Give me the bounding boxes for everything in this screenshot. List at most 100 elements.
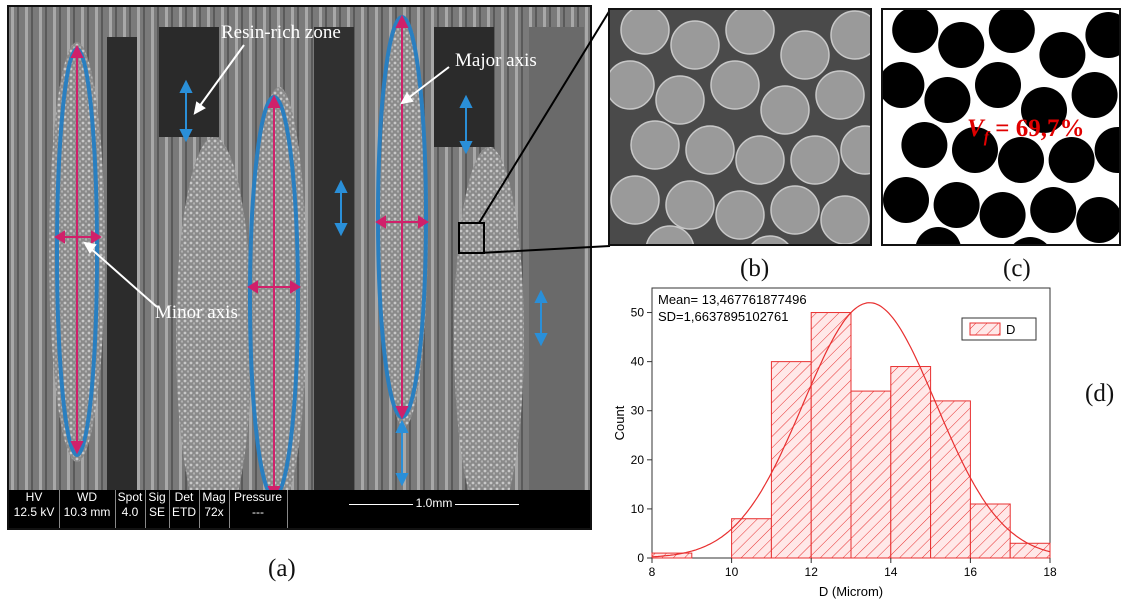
zoom-region-box	[458, 222, 485, 254]
binary-micrograph	[883, 10, 1119, 244]
info-hv: HV 12.5 kV	[9, 490, 60, 528]
fiber-binary	[924, 77, 971, 123]
y-tick-label: 50	[631, 306, 645, 320]
resin-rich-zone-label: Resin-rich zone	[221, 22, 341, 43]
fiber	[770, 185, 820, 235]
fiber	[815, 70, 865, 120]
histogram-bar	[731, 518, 772, 559]
info-det: Det ETD	[169, 490, 200, 528]
histogram-bar	[810, 312, 852, 559]
fiber	[830, 10, 870, 60]
fiber-binary	[952, 127, 998, 173]
fiber	[751, 235, 789, 244]
fiber	[610, 60, 655, 110]
sem-info-bar: HV 12.5 kV WD 10.3 mm Spot 4.0 Sig SE Det ETD…	[9, 490, 590, 528]
fiber	[780, 30, 830, 80]
minor-axis-label: Minor axis	[155, 302, 238, 323]
fiber	[760, 85, 810, 135]
histogram-bar	[770, 361, 812, 559]
x-tick-label: 10	[725, 565, 739, 579]
legend-swatch	[969, 322, 1001, 336]
fiber	[620, 10, 670, 55]
y-tick-label: 40	[631, 355, 645, 369]
legend-label: D	[1006, 322, 1015, 337]
fiber	[670, 20, 720, 70]
normal-fit-curve	[651, 302, 1051, 558]
info-sig: Sig SE	[145, 490, 170, 528]
y-tick-label: 10	[631, 502, 645, 516]
fiber-micrograph	[610, 10, 870, 244]
fiber-binary	[892, 10, 939, 53]
fiber	[665, 180, 715, 230]
binary-image-panel-c: Vf = 69,7%	[881, 8, 1121, 246]
x-tick-label: 18	[1043, 565, 1057, 579]
x-tick-label: 8	[649, 565, 656, 579]
fiber	[630, 120, 680, 170]
info-mag: Mag 72x	[199, 490, 230, 528]
x-tick-label: 16	[964, 565, 978, 579]
y-axis-label: Count	[612, 405, 627, 440]
y-tick-label: 30	[631, 404, 645, 418]
fiber	[790, 135, 840, 185]
info-wd: WD 10.3 mm	[59, 490, 116, 528]
fiber	[685, 125, 735, 175]
fiber-binary	[938, 22, 985, 68]
sem-image-panel-a	[7, 5, 592, 530]
x-axis-label: D (Microm)	[819, 584, 883, 599]
histogram-bar	[969, 503, 1011, 559]
fiber-binary	[979, 192, 1026, 238]
fiber	[710, 60, 760, 110]
stats-mean: Mean= 13,467761877496	[658, 292, 807, 307]
fiber-binary	[1085, 12, 1119, 58]
panel-d-label: (d)	[1085, 380, 1115, 407]
label-pointers	[83, 44, 450, 308]
fiber-binary	[988, 10, 1035, 53]
scale-bar: 1.0mm	[349, 492, 519, 514]
fiber-binary	[915, 227, 961, 244]
y-tick-label: 0	[637, 551, 644, 565]
panel-a-label: (a)	[268, 555, 296, 582]
fiber-binary	[883, 177, 929, 223]
diameter-histogram: 8 10 12 14 16 18 0 10 20 30 40 50 Mean= 13,46776187…	[612, 287, 1057, 599]
fiber-binary	[1039, 32, 1086, 78]
fiber-binary	[1094, 127, 1119, 173]
sem-micrograph	[9, 7, 590, 528]
histogram-bar	[890, 366, 932, 559]
scale-bar-label: 1.0mm	[412, 496, 456, 510]
histogram-bar	[930, 400, 971, 559]
fiber-volume-fraction: Vf = 69,7%	[967, 115, 1085, 146]
fiber	[645, 225, 695, 244]
stats-sd: SD=1,6637895102761	[658, 309, 788, 324]
legend: D	[961, 317, 1037, 341]
info-pressure: Pressure ---	[229, 490, 288, 528]
resin-gap-arrows	[179, 79, 548, 487]
fiber-binary	[1076, 197, 1119, 243]
panel-c-label: (c)	[1003, 255, 1031, 282]
x-tick-label: 12	[805, 565, 819, 579]
fiber	[820, 195, 870, 244]
fiber-binary	[1013, 237, 1047, 244]
info-spot: Spot 4.0	[115, 490, 146, 528]
fiber	[610, 175, 660, 225]
fiber	[840, 125, 870, 175]
y-tick-label: 20	[631, 453, 645, 467]
fiber	[715, 190, 765, 240]
fiber	[725, 10, 775, 55]
sem-image-panel-b	[608, 8, 872, 246]
panel-b-label: (b)	[740, 255, 770, 282]
fiber-binary	[975, 62, 1021, 108]
fiber-binary	[1071, 72, 1118, 118]
fiber-binary	[901, 122, 948, 168]
fiber-binary	[883, 62, 925, 108]
fiber	[655, 75, 705, 125]
axis-arrows	[54, 14, 429, 500]
major-axis-label: Major axis	[455, 50, 537, 71]
x-tick-label: 14	[884, 565, 898, 579]
fiber-binary	[1048, 137, 1095, 183]
fiber-binary	[998, 137, 1044, 183]
fiber-binary	[933, 182, 980, 228]
fiber-binary	[1021, 87, 1067, 133]
histogram-bar	[1009, 542, 1051, 559]
fiber	[735, 135, 785, 185]
